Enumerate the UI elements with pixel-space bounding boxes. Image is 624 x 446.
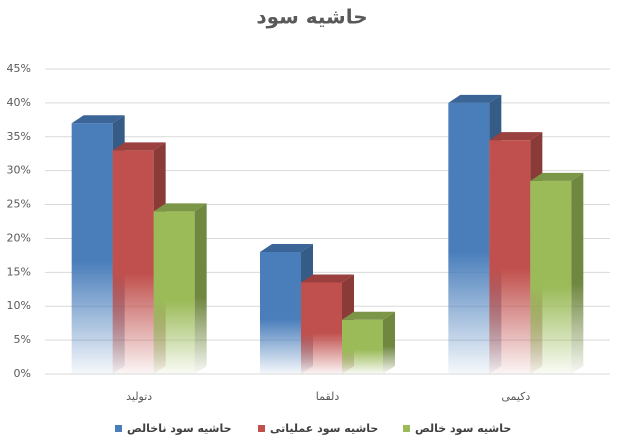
bar-front bbox=[71, 123, 113, 374]
bar-front bbox=[489, 140, 531, 374]
y-tick-label: 20% bbox=[7, 231, 31, 244]
bar-front bbox=[448, 102, 490, 374]
y-tick-label: 35% bbox=[7, 130, 31, 143]
y-tick-label: 30% bbox=[7, 164, 31, 177]
bar-front bbox=[342, 319, 383, 374]
bar-top bbox=[342, 311, 395, 320]
bar-top bbox=[448, 94, 502, 103]
y-tick-label: 0% bbox=[14, 367, 31, 380]
y-tick-label: 15% bbox=[7, 265, 31, 278]
bar-top bbox=[260, 244, 313, 252]
bar-top bbox=[71, 115, 125, 124]
legend-swatch bbox=[403, 425, 410, 432]
bar bbox=[342, 311, 395, 374]
y-tick-label: 5% bbox=[14, 333, 31, 346]
bar-side bbox=[571, 172, 584, 374]
bar bbox=[530, 172, 584, 374]
bar-front bbox=[530, 180, 572, 374]
y-tick-label: 10% bbox=[7, 299, 31, 312]
bar-top bbox=[301, 274, 354, 283]
y-tick-label: 25% bbox=[7, 198, 31, 211]
bar-top bbox=[489, 132, 543, 141]
bar-front bbox=[153, 211, 195, 374]
legend-label: حاشیه سود عملیاتی bbox=[270, 422, 378, 435]
bar-side bbox=[383, 311, 395, 374]
bar bbox=[153, 203, 207, 374]
bar-front bbox=[112, 150, 154, 374]
legend-label: حاشیه سود خالص bbox=[415, 422, 511, 435]
x-tick-label: دتولید bbox=[126, 390, 152, 403]
legend-label: حاشیه سود ناخالص bbox=[127, 422, 232, 435]
x-tick-label: دکیمی bbox=[501, 390, 530, 403]
bar-side bbox=[194, 203, 207, 374]
legend-swatch bbox=[115, 425, 122, 432]
legend-swatch bbox=[258, 425, 265, 432]
y-tick-label: 40% bbox=[7, 96, 31, 109]
y-tick-label: 45% bbox=[7, 62, 31, 75]
chart-title: حاشیه سود bbox=[256, 5, 367, 29]
x-tick-label: دلقما bbox=[316, 390, 340, 403]
bar-front bbox=[260, 252, 301, 374]
bar-top bbox=[530, 172, 584, 181]
bar-front bbox=[301, 282, 342, 374]
bar-top bbox=[112, 142, 166, 151]
bar-top bbox=[153, 203, 207, 212]
